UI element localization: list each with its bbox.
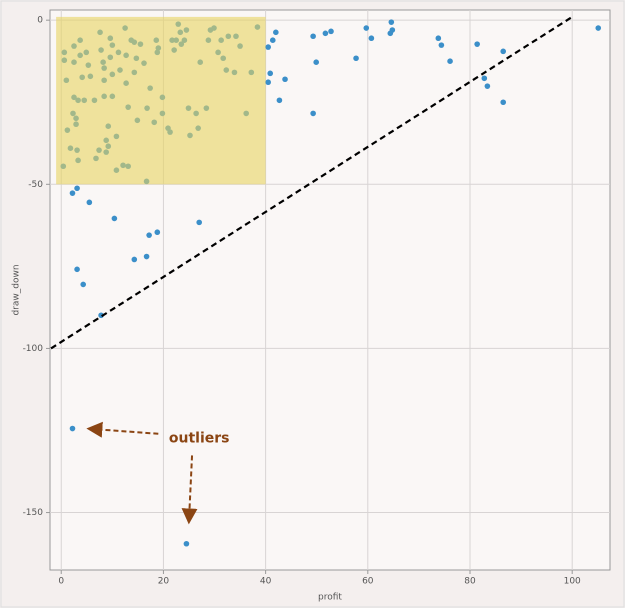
point <box>74 266 80 273</box>
point <box>143 253 150 260</box>
point <box>282 76 288 83</box>
point <box>595 25 602 31</box>
point <box>363 25 370 31</box>
y-tick-label: -50 <box>28 180 43 190</box>
point <box>435 35 442 42</box>
point <box>146 232 152 238</box>
point <box>269 37 276 43</box>
x-tick-label: 100 <box>564 577 581 587</box>
point <box>276 97 283 104</box>
point <box>267 70 274 77</box>
point <box>368 35 375 42</box>
point <box>265 44 271 50</box>
reference-line <box>50 15 573 350</box>
point <box>353 55 359 62</box>
point <box>310 110 316 117</box>
point <box>86 199 93 206</box>
y-tick-label: 0 <box>37 16 43 26</box>
point <box>183 540 190 547</box>
x-tick-label: 80 <box>464 577 476 587</box>
point <box>69 190 76 196</box>
y-tick-label: -150 <box>23 508 44 518</box>
point <box>74 185 80 192</box>
point <box>310 33 316 40</box>
point <box>484 83 491 89</box>
point <box>328 28 334 35</box>
point <box>387 30 394 37</box>
point <box>388 19 395 25</box>
x-tick-label: 0 <box>58 577 64 587</box>
point <box>69 425 76 432</box>
point <box>131 256 138 263</box>
point <box>111 215 118 222</box>
point <box>154 229 161 236</box>
annotation-arrow <box>86 421 159 438</box>
point <box>481 75 488 82</box>
point <box>273 29 279 36</box>
point <box>474 41 480 47</box>
point <box>313 59 320 65</box>
annotation-text: outliers <box>169 431 230 447</box>
annotation-arrow <box>181 455 198 525</box>
highlight-region <box>56 16 266 185</box>
point <box>500 48 507 55</box>
x-axis-label: profit <box>318 593 342 603</box>
point <box>265 79 271 86</box>
point <box>447 58 453 65</box>
point <box>80 281 87 288</box>
point <box>438 42 445 48</box>
point <box>322 30 329 37</box>
x-tick-label: 40 <box>260 577 272 587</box>
point <box>500 99 507 106</box>
x-tick-label: 20 <box>158 577 170 587</box>
y-tick-label: -100 <box>23 344 44 354</box>
y-axis-label: draw_down <box>12 264 22 315</box>
x-tick-label: 60 <box>362 577 374 587</box>
point <box>196 219 202 226</box>
